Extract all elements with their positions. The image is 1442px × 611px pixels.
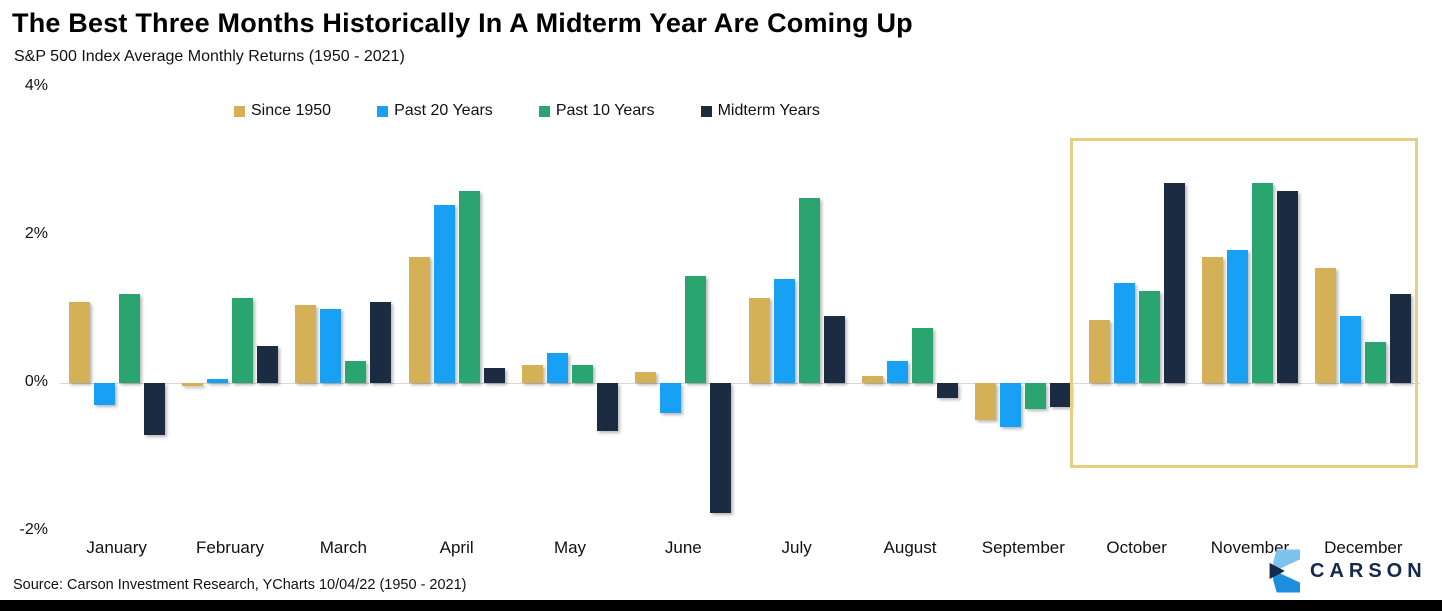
- y-axis-tick-2: 2%: [24, 225, 48, 242]
- x-axis-label-june: June: [664, 538, 702, 557]
- x-axis-label-march: March: [319, 538, 367, 557]
- bar-past-10-years-december: [1365, 342, 1387, 383]
- bar-past-10-years-june: [685, 275, 707, 383]
- bar-since-1950-january: [68, 301, 90, 383]
- bar-past-10-years-august: [912, 327, 933, 383]
- bar-past-20-years-september: [1000, 383, 1022, 428]
- bar-past-10-years-july: [798, 198, 820, 383]
- bar-midterm-years-october: [1163, 183, 1185, 383]
- x-axis-label-august: August: [883, 538, 937, 557]
- bar-past-20-years-january: [93, 383, 115, 406]
- bar-past-20-years-august: [887, 360, 908, 383]
- bar-midterm-years-july: [823, 316, 845, 383]
- x-axis-label-february: February: [195, 538, 265, 557]
- legend-label: Past 10 Years: [555, 102, 655, 119]
- source-note: Source: Carson Investment Research, YCha…: [13, 577, 467, 593]
- legend-item-past-10-years: Past 10 Years: [538, 102, 655, 120]
- bar-since-1950-october: [1088, 320, 1110, 383]
- chart-subtitle: S&P 500 Index Average Monthly Returns (1…: [14, 48, 405, 65]
- bar-past-20-years-may: [547, 353, 568, 383]
- chart-title: The Best Three Months Historically In A …: [12, 8, 913, 38]
- bar-since-1950-february: [182, 383, 203, 386]
- bar-since-1950-april: [408, 257, 430, 383]
- y-axis-tick-0: 0%: [24, 373, 48, 390]
- bar-past-20-years-december: [1340, 316, 1362, 383]
- legend-swatch-icon: [234, 105, 245, 117]
- legend-item-since-1950: Since 1950: [234, 102, 331, 120]
- bar-midterm-years-january: [143, 383, 165, 435]
- bar-since-1950-july: [748, 297, 770, 383]
- x-axis-label-october: October: [1106, 538, 1167, 557]
- legend-label: Midterm Years: [717, 102, 820, 119]
- x-axis-label-january: January: [86, 538, 147, 557]
- x-axis-label-july: July: [781, 538, 812, 557]
- legend-swatch-icon: [700, 105, 712, 117]
- bar-since-1950-december: [1315, 268, 1337, 383]
- bar-midterm-years-november: [1277, 190, 1298, 383]
- bar-past-10-years-april: [458, 190, 480, 383]
- legend-label: Past 20 Years: [394, 102, 493, 119]
- bar-past-10-years-january: [118, 294, 140, 383]
- legend-label: Since 1950: [251, 102, 332, 119]
- bar-since-1950-november: [1202, 257, 1223, 383]
- y-axis-tick--2: -2%: [19, 521, 48, 538]
- x-axis-zero-line: [60, 383, 1420, 384]
- legend: Since 1950 Past 20 Years Past 10 Years Midt…: [234, 102, 820, 120]
- bar-past-20-years-october: [1113, 283, 1135, 383]
- carson-chevron-icon: [1269, 549, 1300, 593]
- y-axis-tick-4: 4%: [24, 77, 48, 94]
- x-axis-label-may: May: [553, 538, 587, 557]
- bar-past-20-years-april: [433, 205, 455, 383]
- legend-item-past-20-years: Past 20 Years: [377, 102, 493, 120]
- bar-midterm-years-september: [1050, 383, 1072, 408]
- bar-past-20-years-november: [1227, 249, 1248, 383]
- bar-midterm-years-december: [1390, 294, 1412, 383]
- bar-past-10-years-march: [345, 360, 367, 383]
- x-axis-label-september: September: [981, 538, 1065, 557]
- bar-since-1950-june: [635, 371, 657, 383]
- legend-swatch-icon: [377, 105, 389, 117]
- bar-past-10-years-november: [1252, 183, 1273, 383]
- highlight-box-oct-dec: [1070, 138, 1418, 468]
- legend-swatch-icon: [538, 105, 550, 117]
- footer-bar: [0, 600, 1442, 611]
- bar-midterm-years-april: [483, 368, 505, 383]
- bar-since-1950-may: [522, 364, 543, 383]
- bar-midterm-years-may: [597, 383, 618, 432]
- carson-logo-text: CARSON: [1310, 559, 1427, 582]
- bar-midterm-years-march: [370, 301, 392, 383]
- carson-logo: CARSON: [1266, 549, 1427, 593]
- bar-midterm-years-february: [257, 346, 278, 383]
- bar-midterm-years-june: [710, 383, 732, 513]
- bar-past-20-years-march: [320, 309, 342, 383]
- bar-past-10-years-february: [232, 297, 253, 383]
- bar-midterm-years-august: [937, 383, 958, 398]
- legend-item-midterm-years: Midterm Years: [700, 102, 820, 120]
- bar-since-1950-august: [862, 375, 883, 383]
- bar-past-10-years-october: [1138, 290, 1160, 383]
- bar-since-1950-march: [295, 305, 317, 383]
- bar-past-20-years-june: [660, 383, 682, 413]
- x-axis-label-april: April: [439, 538, 474, 557]
- bar-past-10-years-may: [572, 364, 593, 383]
- x-axis-label-december: December: [1324, 538, 1403, 557]
- bar-past-20-years-july: [773, 279, 795, 383]
- bar-past-20-years-february: [207, 379, 228, 383]
- x-axis-label-november: November: [1210, 538, 1290, 557]
- bar-since-1950-september: [975, 383, 997, 420]
- bar-past-10-years-september: [1025, 383, 1047, 409]
